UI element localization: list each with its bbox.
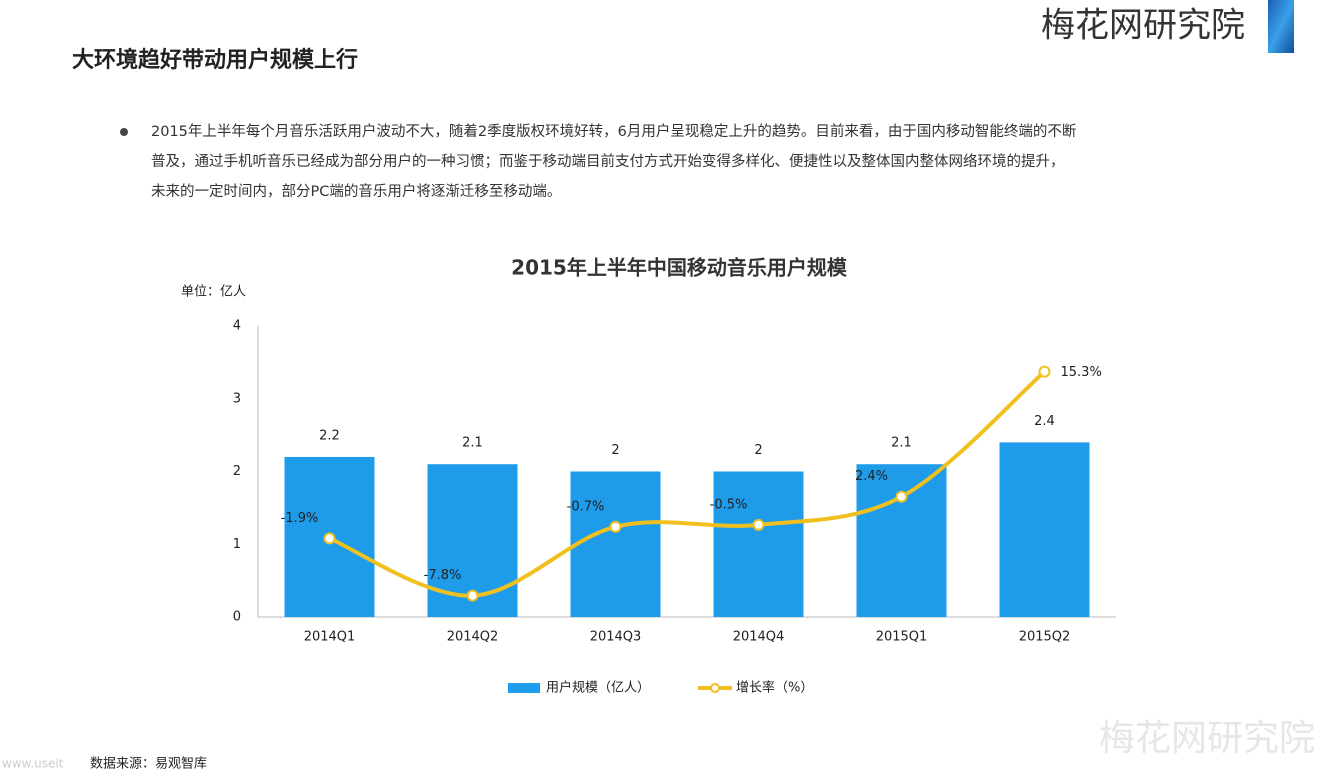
line-marker xyxy=(609,520,622,533)
chart-title: 2015年上半年中国移动音乐用户规模 xyxy=(511,256,848,280)
slide-title: 大环境趋好带动用户规模上行 xyxy=(72,47,358,73)
bar-value-label: 2.2 xyxy=(319,428,340,443)
watermark: 梅花网研究院 xyxy=(1099,718,1315,759)
y-tick-label: 4 xyxy=(233,319,241,334)
x-tick-label: 2014Q1 xyxy=(304,630,356,645)
y-tick-label: 0 xyxy=(233,610,241,625)
line-value-label: 2.4% xyxy=(855,469,888,484)
line-marker xyxy=(752,518,765,531)
x-tick-label: 2015Q1 xyxy=(876,630,928,645)
bullet xyxy=(120,128,128,136)
line-marker xyxy=(323,532,336,545)
legend-swatch xyxy=(508,683,540,693)
bar xyxy=(713,471,804,617)
x-tick-label: 2014Q4 xyxy=(733,630,785,645)
line-value-label: -0.7% xyxy=(567,499,605,514)
bar-value-label: 2.1 xyxy=(462,436,483,451)
x-tick-label: 2014Q2 xyxy=(447,630,499,645)
unit-label: 单位：亿人 xyxy=(181,285,246,300)
x-tick-label: 2015Q2 xyxy=(1019,630,1071,645)
line-marker xyxy=(1038,365,1051,378)
line-value-label: -7.8% xyxy=(424,568,462,583)
bar xyxy=(856,464,947,617)
bar-value-label: 2 xyxy=(754,443,762,458)
bar-value-label: 2.4 xyxy=(1034,414,1055,429)
chart: 0 1 2 3 4 2014Q1 2014Q2 2014Q3 2014Q4 2015Q1 2015Q… xyxy=(233,319,1116,696)
brand: 梅花网研究院 xyxy=(1041,6,1245,46)
legend-label: 用户规模（亿人） xyxy=(546,680,650,696)
line-value-label: -1.9% xyxy=(281,511,319,526)
line xyxy=(328,370,1046,598)
y-tick-label: 3 xyxy=(233,391,241,406)
line-value-label: 15.3% xyxy=(1061,365,1102,380)
bullet-line: 普及，通过手机听音乐已经成为部分用户的一种习惯；而鉴于移动端目前支付方式开始变得… xyxy=(151,152,1065,170)
bullet-line: 未来的一定时间内，部分PC端的音乐用户将逐渐迁移至移动端。 xyxy=(151,183,561,200)
brand-decoration xyxy=(1268,0,1294,53)
bullet-line: 2015年上半年每个月音乐活跃用户波动不大，随着2季度版权环境好转，6月用户呈现… xyxy=(151,122,1076,140)
source: 数据来源：易观智库 xyxy=(90,756,207,772)
x-tick-label: 2014Q3 xyxy=(590,630,642,645)
bar-value-label: 2.1 xyxy=(891,436,912,451)
line-marker xyxy=(895,490,908,503)
line-value-label: -0.5% xyxy=(710,497,748,512)
bar xyxy=(570,471,661,617)
y-tick-label: 2 xyxy=(233,464,241,479)
url-watermark: www.useit xyxy=(2,757,64,771)
y-tick-label: 1 xyxy=(233,537,241,552)
line-marker xyxy=(466,589,479,602)
bar-value-label: 2 xyxy=(611,443,619,458)
bar xyxy=(999,442,1090,617)
legend-label: 增长率（%） xyxy=(736,680,813,696)
legend-swatch-marker xyxy=(710,683,721,693)
